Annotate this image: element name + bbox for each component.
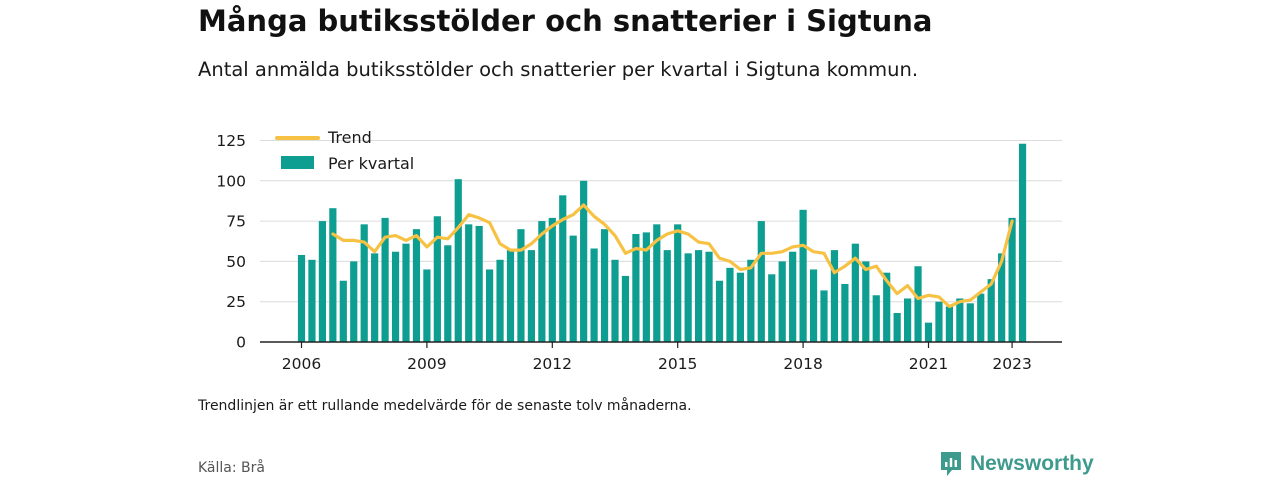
trend-line bbox=[331, 203, 1014, 309]
bar bbox=[695, 250, 703, 342]
bar bbox=[883, 272, 891, 342]
bar bbox=[809, 269, 818, 342]
bar bbox=[935, 301, 943, 342]
bar bbox=[998, 253, 1006, 342]
newsworthy-logo-icon bbox=[941, 452, 961, 476]
bars-per-kvartal bbox=[297, 143, 1027, 342]
bar bbox=[329, 208, 337, 342]
y-tick-label: 25 bbox=[226, 293, 246, 311]
bar bbox=[371, 253, 379, 342]
bar bbox=[726, 267, 734, 342]
x-tick-label: 2018 bbox=[783, 355, 822, 373]
bar bbox=[527, 250, 535, 342]
bar bbox=[799, 209, 807, 342]
brand-name: Newsworthy bbox=[970, 452, 1094, 475]
chart-subtitle: Antal anmälda butiksstölder och snatteri… bbox=[198, 58, 919, 81]
bar bbox=[642, 232, 650, 342]
bar bbox=[632, 233, 640, 342]
chart-footnote: Trendlinjen är ett rullande medelvärde f… bbox=[198, 398, 692, 414]
bar bbox=[893, 312, 901, 342]
bar bbox=[851, 243, 859, 342]
bar bbox=[757, 221, 765, 342]
source-label: Källa: Brå bbox=[198, 460, 265, 476]
bar bbox=[611, 259, 619, 342]
bar bbox=[538, 221, 546, 342]
bar bbox=[715, 280, 724, 342]
bar bbox=[1008, 217, 1016, 342]
bar bbox=[841, 283, 849, 342]
bar bbox=[705, 251, 713, 342]
bar bbox=[559, 195, 567, 342]
bar bbox=[924, 322, 933, 342]
chart-title: Många butiksstölder och snatterier i Sig… bbox=[198, 4, 933, 38]
bar bbox=[318, 221, 326, 342]
bar bbox=[674, 224, 682, 342]
bar bbox=[475, 225, 483, 342]
bar bbox=[486, 269, 494, 342]
bar bbox=[496, 259, 504, 342]
bar-line-chart: 0 25 50 75 100 125 2006 2009 2012 2015 2018 2021 202… bbox=[216, 128, 1062, 373]
bar bbox=[433, 216, 441, 342]
bar bbox=[663, 250, 671, 342]
x-tick-label: 2009 bbox=[407, 355, 446, 373]
legend-trend-label: Trend bbox=[327, 128, 372, 147]
x-tick-label: 2006 bbox=[282, 355, 321, 373]
bar bbox=[412, 229, 421, 342]
bar bbox=[914, 266, 922, 342]
bar bbox=[684, 253, 692, 342]
bar bbox=[830, 250, 839, 342]
x-tick-label: 2015 bbox=[658, 355, 697, 373]
bar bbox=[517, 229, 525, 342]
bar bbox=[820, 290, 828, 342]
axes: 0 25 50 75 100 125 2006 2009 2012 2015 2018 2021 202… bbox=[216, 132, 1062, 373]
y-tick-label: 125 bbox=[216, 132, 246, 150]
bar bbox=[789, 251, 797, 342]
bar bbox=[308, 259, 316, 342]
bar bbox=[444, 245, 452, 342]
bar bbox=[872, 295, 880, 342]
bar bbox=[1018, 143, 1027, 342]
y-tick-label: 0 bbox=[236, 334, 246, 352]
bar bbox=[862, 261, 870, 342]
y-tick-label: 100 bbox=[216, 172, 246, 190]
x-tick-label: 2021 bbox=[909, 355, 948, 373]
bar bbox=[360, 224, 368, 342]
bar bbox=[600, 229, 609, 342]
bar bbox=[423, 269, 431, 342]
bar bbox=[381, 217, 389, 342]
y-tick-label: 75 bbox=[226, 213, 246, 231]
bar bbox=[987, 279, 995, 342]
bar bbox=[297, 254, 306, 342]
bar bbox=[391, 251, 400, 342]
bar bbox=[465, 224, 473, 342]
legend: Trend Per kvartal bbox=[275, 128, 414, 173]
bar bbox=[904, 298, 912, 342]
bar bbox=[945, 306, 953, 342]
legend-bar-swatch bbox=[281, 156, 314, 169]
bar bbox=[454, 179, 462, 342]
bar bbox=[580, 180, 588, 342]
bar bbox=[966, 303, 974, 342]
trend-line-layer bbox=[331, 203, 1014, 309]
y-tick-label: 50 bbox=[226, 253, 246, 271]
bar bbox=[768, 274, 776, 342]
bar bbox=[506, 250, 515, 342]
x-tick-label: 2012 bbox=[533, 355, 572, 373]
bar bbox=[956, 298, 964, 342]
bar bbox=[548, 217, 556, 342]
legend-bar-label: Per kvartal bbox=[328, 154, 414, 173]
bar bbox=[590, 248, 598, 342]
bar bbox=[621, 275, 630, 342]
x-tick-label: 2023 bbox=[992, 355, 1031, 373]
brand-logo[interactable]: Newsworthy bbox=[940, 451, 1094, 477]
bar bbox=[402, 243, 410, 342]
bar bbox=[736, 272, 744, 342]
bar bbox=[653, 224, 661, 342]
bar bbox=[747, 259, 755, 342]
bar bbox=[350, 261, 358, 342]
bar bbox=[778, 261, 786, 342]
bar bbox=[339, 280, 347, 342]
bar bbox=[569, 235, 577, 342]
bar bbox=[977, 293, 985, 342]
